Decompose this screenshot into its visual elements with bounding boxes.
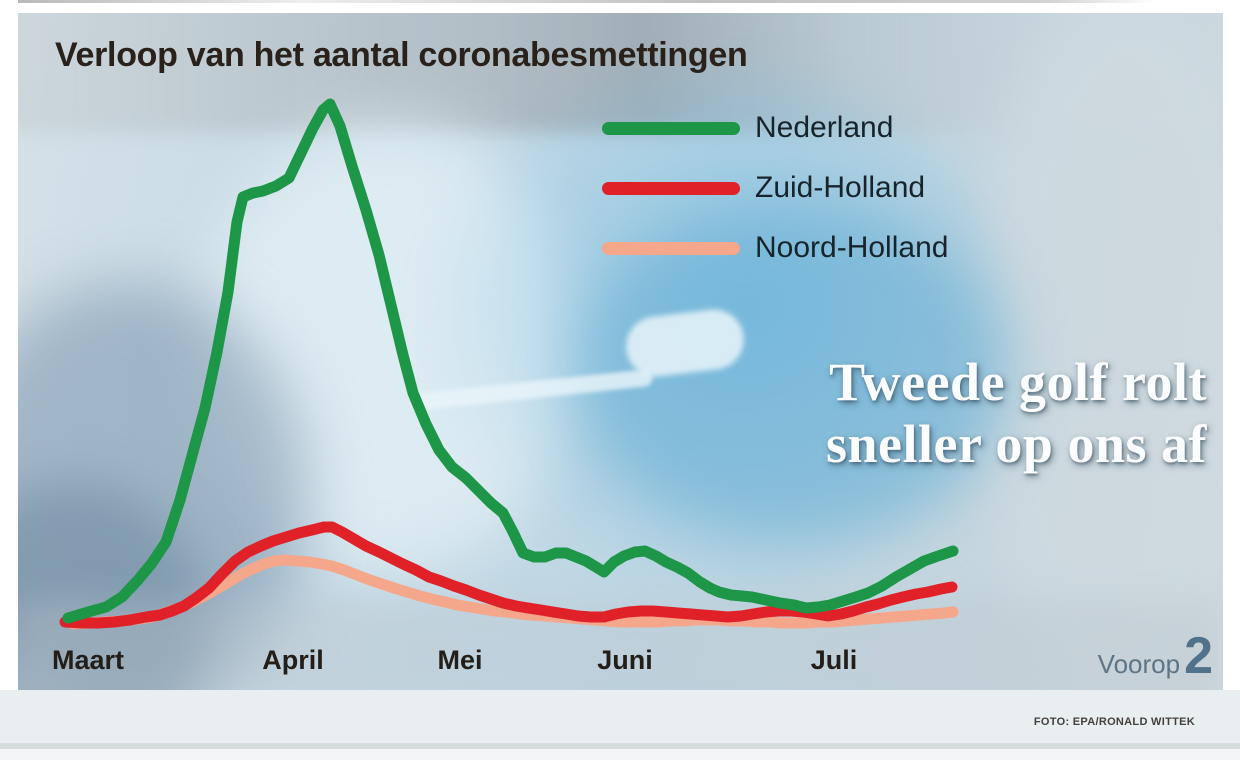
legend-label-nederland: Nederland (755, 111, 894, 144)
legend-item-zuid-holland: Zuid-Holland (602, 158, 948, 218)
headline-line-1: Tweede golf rolt (829, 352, 1207, 412)
legend-item-nederland: Nederland (602, 98, 948, 158)
chart-title: Verloop van het aantal coronabesmettinge… (55, 36, 748, 74)
footer-divider (0, 743, 1240, 749)
footer-bottom-strip (0, 749, 1240, 760)
x-axis-label-juli: Juli (810, 645, 858, 675)
voorop-logo-number: 2 (1184, 627, 1213, 685)
chart-legend: Nederland Zuid-Holland Noord-Holland (602, 98, 948, 278)
x-axis-label-juni: Juni (597, 645, 653, 675)
legend-label-zuid-holland: Zuid-Holland (755, 171, 926, 204)
headline: Tweede golf rolt sneller op ons af (826, 352, 1207, 475)
headline-line-2: sneller op ons af (825, 413, 1207, 474)
footer-strip (0, 690, 1240, 743)
legend-item-noord-holland: Noord-Holland (602, 218, 948, 278)
photo-credit: FOTO: EPA/RONALD WITTEK (1033, 716, 1195, 728)
legend-swatch-zuid-holland (602, 181, 740, 195)
legend-swatch-nederland (602, 121, 740, 135)
voorop-logo-text: Voorop (1097, 649, 1181, 679)
x-axis-label-april: April (262, 645, 324, 675)
x-axis-label-maart: Maart (51, 645, 125, 675)
voorop-logo: Voorop 2 (1098, 630, 1213, 682)
top-edge-line (18, 0, 1158, 3)
legend-label-noord-holland: Noord-Holland (755, 231, 949, 264)
x-axis-labels: Maart April Mei Juni Juli (0, 645, 1240, 679)
legend-swatch-noord-holland (602, 241, 740, 255)
x-axis-label-mei: Mei (437, 645, 483, 675)
